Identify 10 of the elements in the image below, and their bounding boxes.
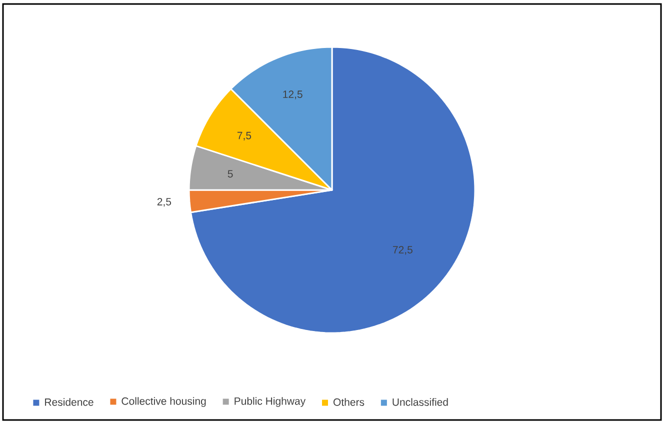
data-label: 5 bbox=[228, 170, 233, 178]
data-label: 12,5 bbox=[283, 90, 302, 100]
legend-label: Others bbox=[334, 398, 364, 406]
data-label: 2,5 bbox=[157, 198, 172, 207]
legend-label: Public Highway bbox=[234, 397, 306, 407]
legend-label: Residence bbox=[45, 398, 94, 406]
legend-label: Unclassified bbox=[392, 398, 448, 406]
legend-label: Collective housing bbox=[122, 397, 206, 407]
data-label: 7,5 bbox=[237, 132, 252, 140]
data-label: 72,5 bbox=[393, 246, 412, 255]
